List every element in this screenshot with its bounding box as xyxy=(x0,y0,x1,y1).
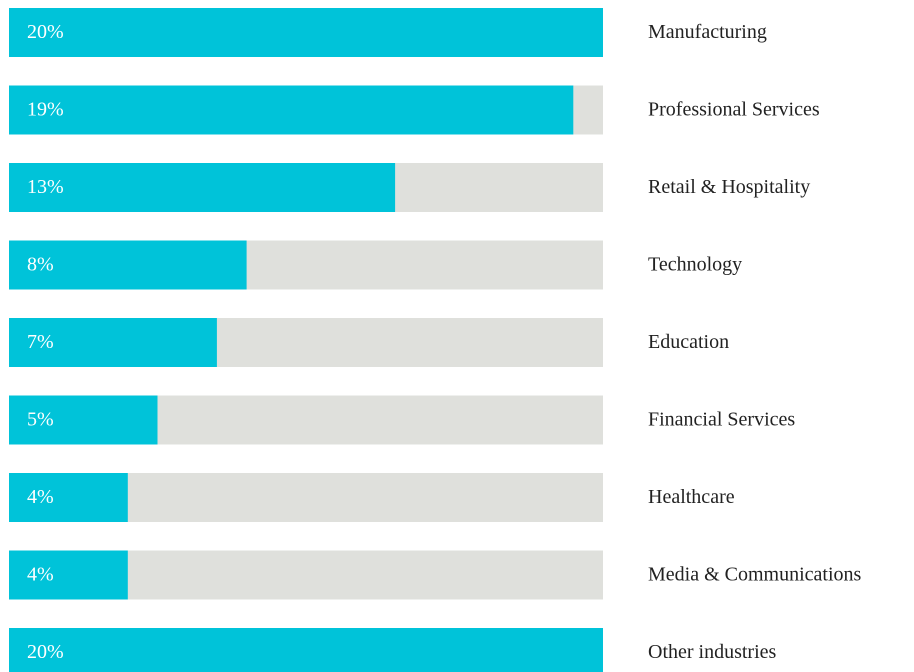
category-label: Manufacturing xyxy=(648,21,767,43)
bar xyxy=(9,85,574,135)
value-label: 4% xyxy=(27,564,54,586)
bar xyxy=(9,163,396,212)
value-label: 4% xyxy=(27,486,54,508)
category-label: Financial Services xyxy=(648,409,795,431)
bar xyxy=(9,8,603,57)
bar xyxy=(9,550,128,600)
category-label: Retail & Hospitality xyxy=(648,176,810,198)
category-label: Media & Communications xyxy=(648,564,862,586)
category-label: Other industries xyxy=(648,641,777,663)
value-label: 8% xyxy=(27,254,54,276)
category-label: Professional Services xyxy=(648,99,820,121)
category-label: Technology xyxy=(648,254,742,276)
value-label: 20% xyxy=(27,21,64,43)
category-label: Education xyxy=(648,331,729,353)
value-label: 7% xyxy=(27,331,54,353)
bar xyxy=(9,318,217,367)
value-label: 5% xyxy=(27,409,54,431)
bar xyxy=(9,473,128,522)
value-label: 19% xyxy=(27,99,64,121)
value-label: 20% xyxy=(27,641,64,663)
category-label: Healthcare xyxy=(648,486,735,508)
bar xyxy=(9,395,158,445)
bar xyxy=(9,628,603,672)
bar xyxy=(9,240,247,290)
value-label: 13% xyxy=(27,176,64,198)
